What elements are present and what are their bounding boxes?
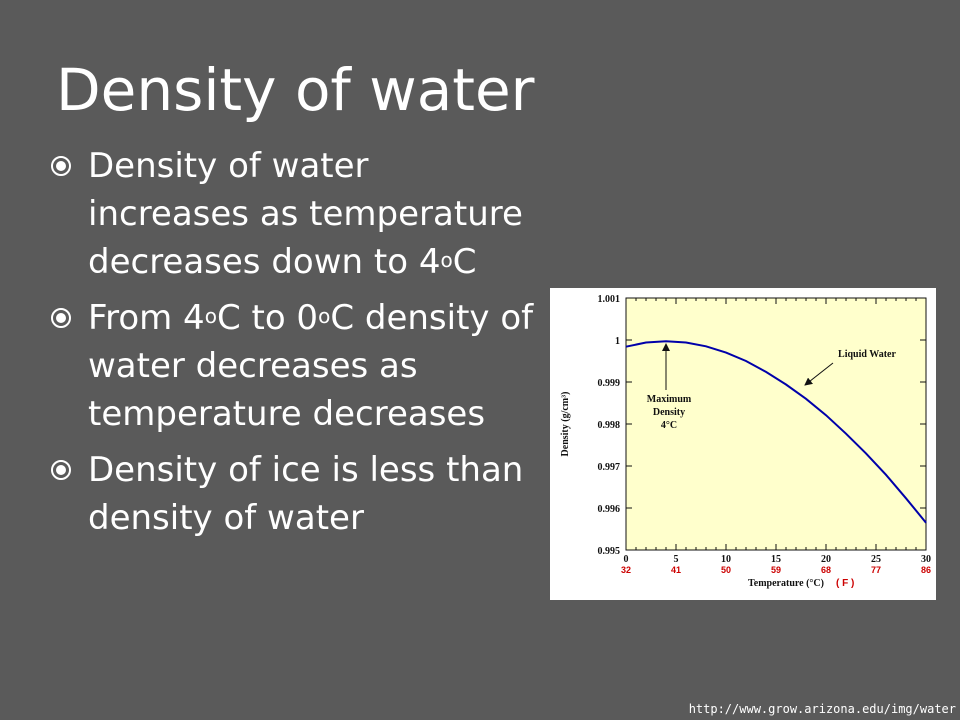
density-curve (625, 340, 927, 524)
annotation-max-density: Density (653, 407, 685, 418)
annotation-arrow (804, 362, 834, 386)
annotation-liquid-water: Liquid Water (838, 349, 896, 360)
x-tick-label: 25 (871, 554, 881, 565)
bullet-item: Density of water increases as temperatur… (50, 142, 540, 286)
bullet-text: Density of water increases as temperatur… (88, 146, 523, 282)
y-tick-label: 1.001 (598, 294, 621, 305)
slide-title: Density of water (56, 56, 535, 124)
bullet-text: From 4oC to 0oC density of water decreas… (88, 298, 534, 434)
x-axis-label-f: ( F ) (836, 578, 854, 589)
target-bullet-icon (51, 308, 71, 328)
f-tick-label: 86 (921, 565, 931, 575)
annotation-max-density: 4°C (661, 420, 677, 431)
f-tick-label: 68 (821, 565, 831, 575)
bullet-text: Density of ice is less than density of w… (88, 450, 524, 538)
f-tick-label: 77 (871, 565, 881, 575)
x-tick-label: 5 (674, 554, 679, 565)
source-credit: http://www.grow.arizona.edu/img/water (688, 702, 956, 716)
x-tick-label: 20 (821, 554, 831, 565)
y-tick-label: 0.995 (598, 546, 621, 557)
target-bullet-icon (51, 156, 71, 176)
x-tick-label: 0 (624, 554, 629, 565)
x-tick-label: 10 (721, 554, 731, 565)
f-tick-label: 41 (671, 565, 681, 575)
density-chart-svg: 0.9950.9960.9970.9980.99911.001032541105… (560, 294, 931, 589)
plot-area (625, 297, 927, 551)
bullet-list: Density of water increases as temperatur… (50, 142, 540, 550)
x-tick-label: 15 (771, 554, 781, 565)
f-tick-label: 50 (721, 565, 731, 575)
bullet-item: Density of ice is less than density of w… (50, 446, 540, 542)
y-tick-label: 0.998 (598, 420, 621, 431)
y-tick-label: 1 (615, 336, 620, 347)
y-axis-label: Density (g/cm³) (560, 392, 571, 457)
density-chart: 0.995 0.996 0.997 0.998 0.999 1 1.001 0 32 5 41 10 5… (550, 288, 936, 600)
f-tick-label: 32 (621, 565, 631, 575)
annotation-max-density: Maximum (647, 394, 692, 405)
target-bullet-icon (51, 460, 71, 480)
bullet-item: From 4oC to 0oC density of water decreas… (50, 294, 540, 438)
x-axis-label: Temperature (°C) (748, 578, 824, 589)
y-tick-label: 0.997 (598, 462, 621, 473)
y-tick-label: 0.996 (598, 504, 621, 515)
y-tick-label: 0.999 (598, 378, 621, 389)
f-tick-label: 59 (771, 565, 781, 575)
x-tick-label: 30 (921, 554, 931, 565)
